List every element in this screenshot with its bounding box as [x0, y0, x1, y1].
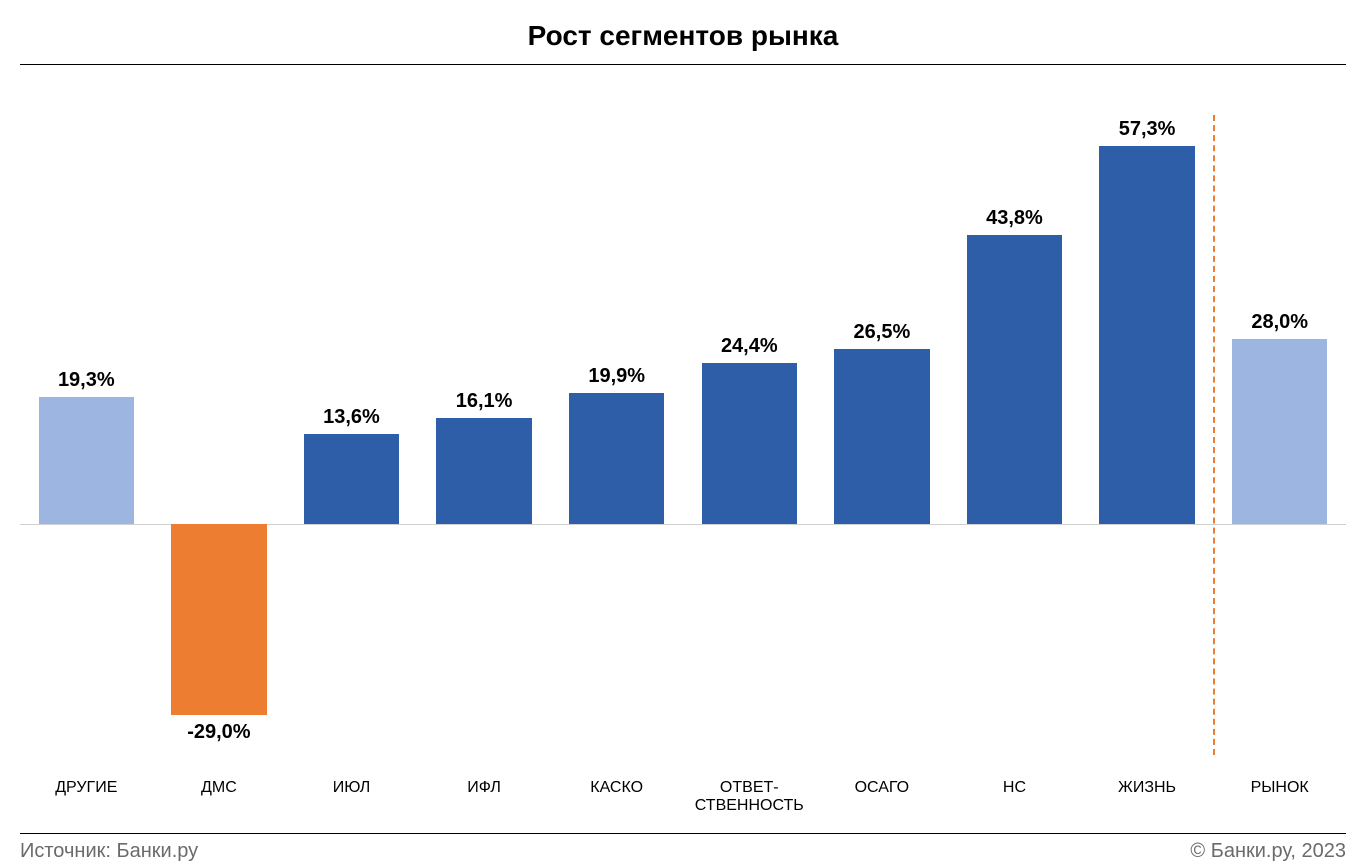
bar-rect — [39, 397, 134, 524]
bar-rect — [569, 393, 664, 524]
bar: 57,3% — [1099, 115, 1194, 755]
category-label: ЖИЗНЬ — [1081, 779, 1214, 815]
bar: 19,9% — [569, 115, 664, 755]
bar-rect — [967, 235, 1062, 524]
bar: 43,8% — [967, 115, 1062, 755]
chart-container: Рост сегментов рынка 19,3% -29,0% 13,6% 16,… — [20, 20, 1346, 863]
bar: 26,5% — [834, 115, 929, 755]
bar-value-label: 57,3% — [1119, 118, 1176, 141]
bar-rect — [834, 349, 929, 524]
bar-rect — [1099, 146, 1194, 524]
bar: -29,0% — [171, 115, 266, 755]
top-rule — [20, 64, 1346, 65]
bar-value-label: 16,1% — [456, 390, 513, 413]
bar-value-label: 43,8% — [986, 207, 1043, 230]
footer-copyright: © Банки.ру, 2023 — [1190, 840, 1346, 863]
category-label: НС — [948, 779, 1081, 815]
bar-value-label: 19,3% — [58, 369, 115, 392]
category-label: РЫНОК — [1213, 779, 1346, 815]
category-label: ИФЛ — [418, 779, 551, 815]
chart-title: Рост сегментов рынка — [20, 20, 1346, 64]
bar-rect — [171, 524, 266, 715]
category-labels: ДРУГИЕДМСИЮЛИФЛКАСКООТВЕТ- СТВЕННОСТЬОСА… — [20, 779, 1346, 815]
category-label: КАСКО — [550, 779, 683, 815]
bar: 16,1% — [436, 115, 531, 755]
market-divider — [1213, 115, 1215, 755]
bar: 19,3% — [39, 115, 134, 755]
category-label: ИЮЛ — [285, 779, 418, 815]
category-label: ОСАГО — [816, 779, 949, 815]
bottom-rule — [20, 833, 1346, 834]
bar-rect — [304, 434, 399, 524]
bar: 13,6% — [304, 115, 399, 755]
bars-layer: 19,3% -29,0% 13,6% 16,1% 19,9% 24,4% 26,5% 43,8… — [20, 115, 1346, 755]
bar-value-label: 28,0% — [1251, 311, 1308, 334]
bar-rect — [436, 418, 531, 524]
category-label: ДМС — [153, 779, 286, 815]
bar-value-label: -29,0% — [187, 721, 250, 744]
footer-source: Источник: Банки.ру — [20, 840, 198, 863]
bar-value-label: 19,9% — [588, 365, 645, 388]
bar-rect — [1232, 339, 1327, 524]
plot-area: 19,3% -29,0% 13,6% 16,1% 19,9% 24,4% 26,5% 43,8… — [20, 115, 1346, 755]
bar: 24,4% — [702, 115, 797, 755]
category-label: ОТВЕТ- СТВЕННОСТЬ — [683, 779, 816, 815]
bar-value-label: 26,5% — [854, 321, 911, 344]
bar-rect — [702, 363, 797, 524]
bar-value-label: 13,6% — [323, 406, 380, 429]
bar-value-label: 24,4% — [721, 335, 778, 358]
bar: 28,0% — [1232, 115, 1327, 755]
footer: Источник: Банки.ру © Банки.ру, 2023 — [20, 840, 1346, 863]
category-label: ДРУГИЕ — [20, 779, 153, 815]
